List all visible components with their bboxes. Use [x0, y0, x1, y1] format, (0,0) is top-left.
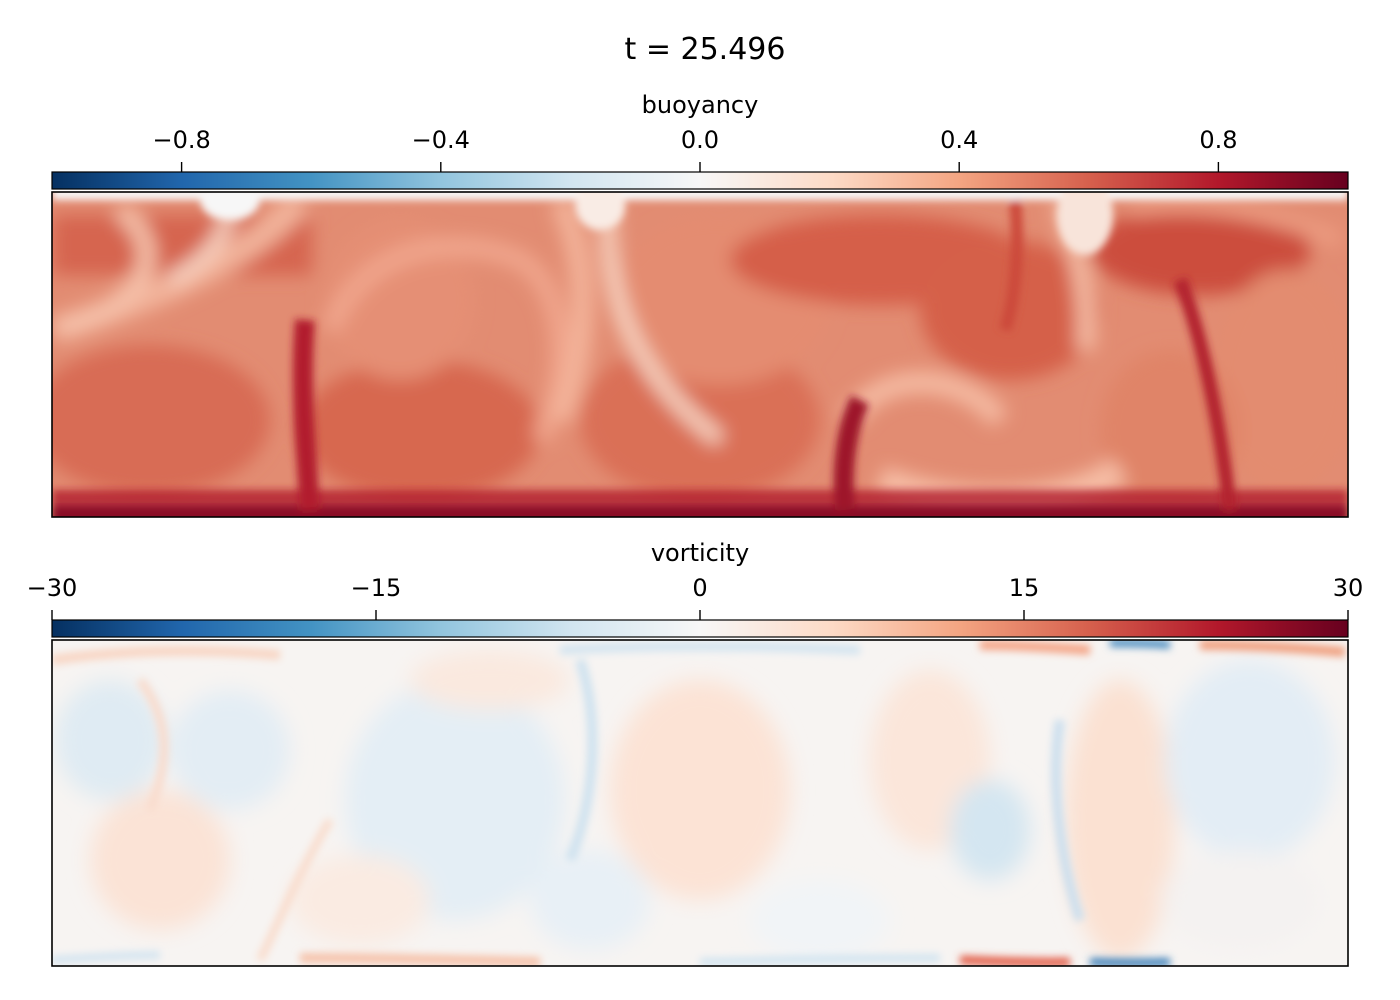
buoyancy-colorbar-tick-label: 0.0 — [681, 126, 719, 154]
vorticity-colorbar-tick-label: 0 — [692, 574, 707, 602]
figure-title: t = 25.496 — [625, 32, 786, 67]
vorticity-colorbar-tick-label: 15 — [1009, 574, 1040, 602]
buoyancy-colorbar-tick-label: 0.8 — [1199, 126, 1237, 154]
vorticity-colorbar-label: vorticity — [651, 539, 749, 567]
buoyancy-heatmap — [52, 192, 1348, 517]
vorticity-colorbar: vorticity −30 −15 0 15 30 — [27, 539, 1364, 638]
vorticity-colorbar-tick-label: 30 — [1333, 574, 1364, 602]
buoyancy-colorbar: buoyancy −0.8 −0.4 0.0 0.4 0.8 — [51, 91, 1349, 190]
buoyancy-colorbar-label: buoyancy — [642, 91, 759, 119]
vorticity-colorbar-gradient — [51, 619, 1349, 638]
buoyancy-axes — [51, 191, 1349, 518]
vorticity-heatmap — [52, 640, 1348, 966]
buoyancy-colorbar-tick-label: 0.4 — [940, 126, 978, 154]
buoyancy-colorbar-gradient — [51, 171, 1349, 190]
vorticity-axes — [51, 639, 1349, 967]
buoyancy-colorbar-ticks: −0.8 −0.4 0.0 0.4 0.8 — [152, 126, 1237, 172]
vorticity-colorbar-ticks: −30 −15 0 15 30 — [27, 574, 1364, 620]
buoyancy-colorbar-tick-label: −0.8 — [152, 126, 210, 154]
vorticity-colorbar-tick-label: −30 — [27, 574, 78, 602]
vorticity-colorbar-tick-label: −15 — [351, 574, 402, 602]
buoyancy-colorbar-tick-label: −0.4 — [412, 126, 470, 154]
